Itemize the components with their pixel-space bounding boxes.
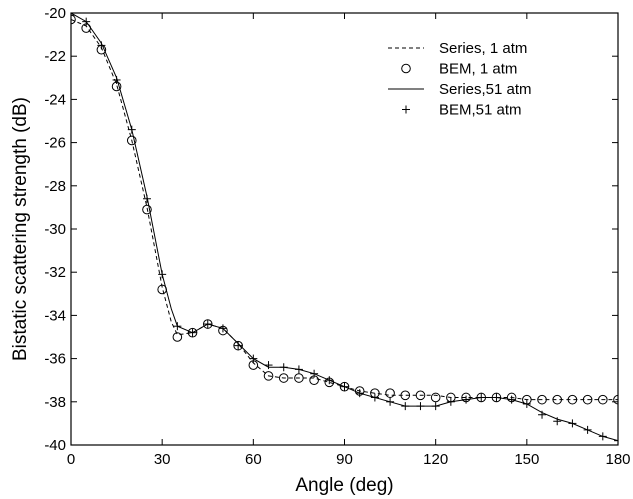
- series-layer: [71, 13, 618, 445]
- series-4: [71, 13, 618, 445]
- data-point: [82, 17, 91, 26]
- data-point: [263, 371, 274, 381]
- data-point: [598, 394, 608, 405]
- y-tick-label: -24: [44, 91, 66, 108]
- legend-swatch: [401, 63, 411, 74]
- data-point: [325, 376, 334, 385]
- legend-label: BEM, 1 atm: [439, 61, 517, 78]
- data-point: [355, 389, 364, 398]
- data-point: [477, 393, 486, 402]
- data-point: [522, 399, 531, 408]
- data-point: [552, 394, 563, 405]
- series-line: [71, 19, 618, 401]
- y-tick-label: -38: [44, 394, 66, 411]
- data-point: [492, 393, 501, 402]
- data-point: [339, 381, 350, 392]
- data-point: [97, 41, 106, 50]
- data-point: [279, 363, 288, 372]
- data-point: [400, 390, 411, 401]
- data-point: [431, 402, 440, 411]
- x-tick-label: 150: [514, 451, 539, 468]
- data-point: [507, 395, 516, 404]
- legend: Series, 1 atm BEM, 1 atm Series,51 atm BEM,…: [388, 40, 532, 119]
- legend-label: BEM,51 atm: [439, 102, 522, 119]
- y-tick-label: -22: [44, 48, 66, 65]
- data-point: [613, 394, 618, 405]
- legend-item: BEM,51 atm: [402, 102, 522, 119]
- data-point: [112, 75, 121, 84]
- x-tick-label: 90: [336, 451, 353, 468]
- y-tick-label: -34: [44, 307, 66, 324]
- data-point: [553, 417, 562, 426]
- legend-swatch: [402, 105, 410, 114]
- data-point: [158, 270, 167, 279]
- data-point: [126, 135, 137, 146]
- data-point: [370, 393, 379, 402]
- data-point: [127, 125, 136, 134]
- data-point: [568, 419, 577, 428]
- data-point: [173, 322, 182, 331]
- data-point: [142, 204, 152, 215]
- series-line: [71, 13, 618, 442]
- data-point: [71, 14, 76, 25]
- y-tick-label: -28: [44, 178, 66, 195]
- data-point: [583, 425, 592, 434]
- data-point: [172, 332, 183, 342]
- y-tick-label: -36: [44, 351, 66, 368]
- legend-item: Series, 1 atm: [388, 40, 527, 57]
- data-point: [294, 365, 303, 374]
- y-tick-label: -40: [44, 437, 66, 454]
- legend-label: Series,51 atm: [439, 81, 532, 98]
- data-point: [188, 328, 197, 337]
- data-point: [264, 361, 273, 370]
- x-tick-label: 0: [67, 451, 75, 468]
- x-tick-label: 180: [605, 451, 630, 468]
- axis-tick-labels: 0 30 60 90 120 150 180 -40 -38 -36 -34 -32 -30 -28 -26…: [44, 5, 630, 468]
- data-point: [187, 327, 198, 338]
- y-tick-label: -20: [44, 5, 66, 22]
- data-point: [416, 402, 425, 411]
- data-point: [462, 395, 471, 404]
- data-point: [446, 397, 455, 406]
- data-point: [340, 382, 349, 391]
- data-point: [249, 354, 258, 363]
- x-axis-title: Angle (deg): [295, 475, 393, 496]
- x-tick-label: 30: [154, 451, 171, 468]
- series-3: [71, 13, 618, 442]
- data-point: [218, 324, 227, 333]
- legend-item: BEM, 1 atm: [401, 61, 517, 78]
- data-point: [582, 394, 593, 405]
- x-tick-label: 120: [423, 451, 448, 468]
- data-point: [401, 402, 410, 411]
- data-point: [234, 341, 243, 350]
- data-point: [385, 388, 395, 398]
- data-point: [202, 319, 213, 329]
- data-point: [415, 390, 426, 401]
- data-point: [386, 397, 395, 406]
- data-point: [614, 436, 618, 445]
- data-point: [598, 432, 607, 441]
- y-tick-label: -32: [44, 264, 66, 281]
- data-point: [294, 373, 304, 383]
- data-point: [278, 373, 289, 383]
- legend-item: Series,51 atm: [388, 81, 532, 98]
- y-axis-title: Bistatic scattering strength (dB): [10, 97, 31, 361]
- y-tick-label: -26: [44, 135, 66, 152]
- y-tick-label: -30: [44, 221, 66, 238]
- series-1: [71, 19, 618, 401]
- data-point: [537, 394, 547, 405]
- data-point: [430, 392, 441, 403]
- x-tick-label: 60: [245, 451, 262, 468]
- data-point: [538, 410, 547, 419]
- data-point: [310, 369, 319, 378]
- data-point: [203, 320, 212, 329]
- data-point: [142, 194, 151, 203]
- data-point: [233, 340, 243, 351]
- data-point: [567, 394, 578, 405]
- legend-label: Series, 1 atm: [439, 40, 527, 57]
- data-point: [71, 13, 75, 20]
